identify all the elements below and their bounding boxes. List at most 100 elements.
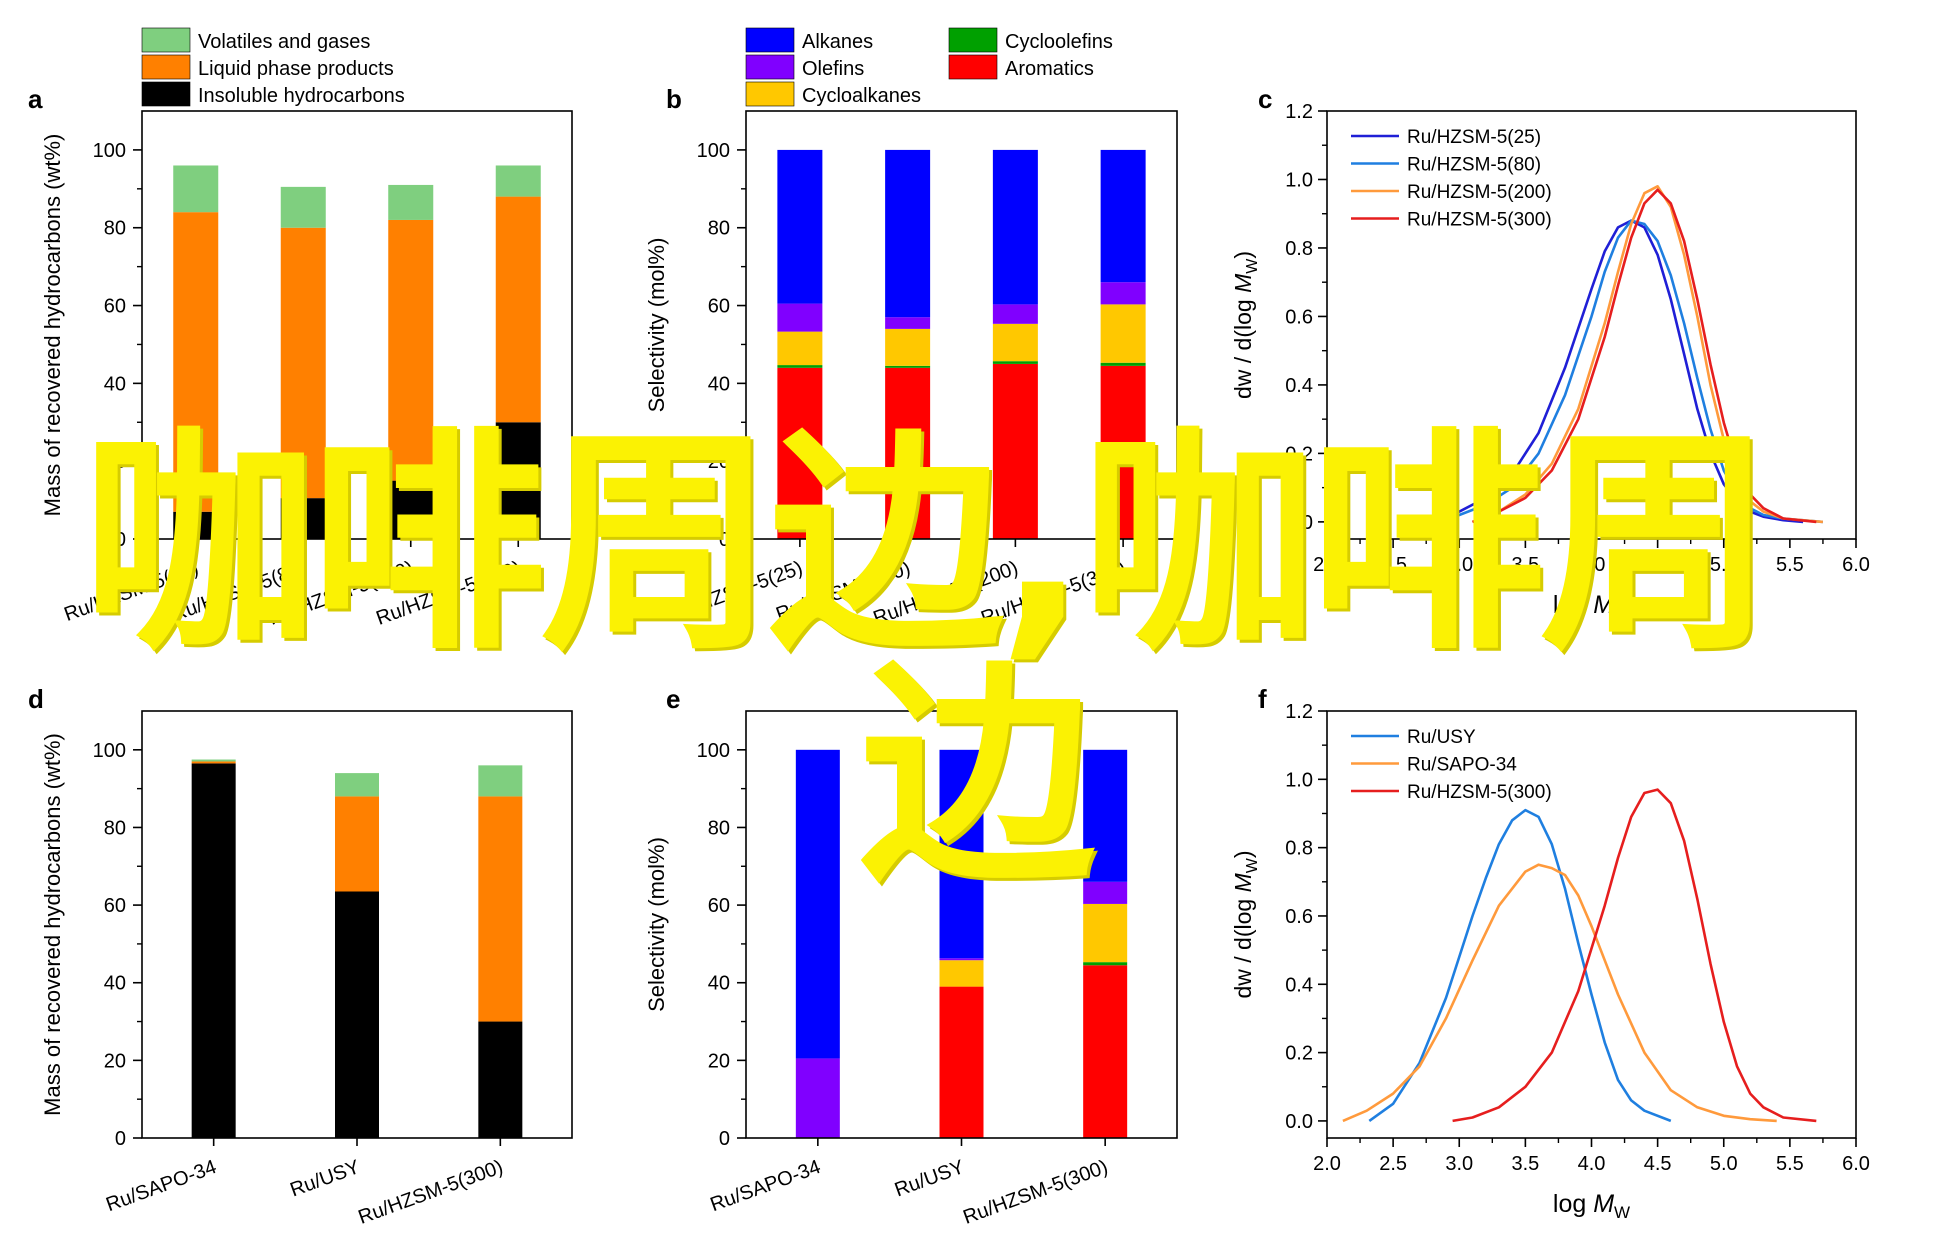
bar-d-insoluble-1 (335, 891, 379, 1138)
panel-b-plot-frame (745, 110, 1178, 540)
bar-d-liquid-2 (478, 796, 523, 1022)
legend-label: Ru/HZSM-5(25) (1407, 127, 1541, 148)
y-tick-label: 40 (104, 373, 126, 395)
bar-e-alkanes-1 (939, 749, 984, 959)
series-line-f-2 (1452, 788, 1817, 1123)
x-tick-label: 6.0 (1842, 1153, 1870, 1175)
bar-e-alkanes-0 (795, 749, 840, 1059)
y-tick-label: 0 (719, 1128, 730, 1150)
bar-d-volatiles-0 (191, 759, 236, 762)
bar-a-volatiles-1 (280, 186, 326, 228)
legend-swatch-b (745, 81, 795, 107)
x-tick-label: Ru/HZSM-5(300) (355, 1156, 506, 1229)
x-tick-label: 5.5 (1776, 1153, 1804, 1175)
legend-label: Ru/HZSM-5(200) (1407, 182, 1552, 203)
legend-label-a: Insoluble hydrocarbons (198, 85, 405, 107)
panel-letter-c: c (1258, 84, 1272, 114)
bar-e-cycloolefins-2 (1083, 962, 1128, 966)
legend-swatch-b (745, 54, 795, 80)
x-axis-label: log MW (1553, 1190, 1630, 1222)
y-tick-label: 0.6 (1285, 906, 1313, 928)
bar-b-cycloalkanes-1 (885, 328, 931, 366)
panel-e: 0 20 40 60 80 100 Selectivity (mol%) Ru/SAPO-34… (644, 740, 1128, 1229)
x-axis-label-sub: W (1614, 1203, 1630, 1222)
panel-letter-a: a (28, 84, 43, 114)
x-tick-label: 6.0 (1842, 554, 1870, 576)
bar-b-olefins-1 (885, 317, 931, 329)
bar-a-insoluble-3 (495, 422, 541, 539)
panel-letter-e: e (666, 684, 680, 714)
x-tick-label: 3.5 (1511, 554, 1539, 576)
y-axis-label: Selectivity (mol%) (644, 238, 669, 413)
y-tick-label: 0.4 (1285, 375, 1313, 397)
series-line-f-0 (1368, 808, 1672, 1123)
x-tick-label: Ru/SAPO-34 (707, 1156, 823, 1216)
legend-swatch-a (141, 27, 191, 53)
panel-letter-b: b (666, 84, 682, 114)
bar-e-aromatics-2 (1083, 965, 1128, 1138)
legend-label-b: Alkanes (802, 31, 873, 53)
y-tick-label: 80 (104, 817, 126, 839)
x-axis-label-base: log (1553, 591, 1593, 619)
panel-a: 0 20 40 60 80 100 Mass of recovered hydrocarbo… (40, 134, 541, 630)
x-tick-label: 3.0 (1445, 554, 1473, 576)
y-tick-label: 20 (104, 451, 126, 473)
panel-c-plot-frame (1326, 110, 1857, 540)
x-tick-label: 4.0 (1578, 1153, 1606, 1175)
x-tick-label: 2.5 (1379, 1153, 1407, 1175)
legend-label-b: Aromatics (1005, 58, 1094, 80)
y-tick-label: 60 (708, 895, 730, 917)
bar-a-insoluble-1 (280, 498, 326, 539)
x-tick-label: 2.0 (1313, 1153, 1341, 1175)
y-tick-label: 20 (708, 1050, 730, 1072)
bar-e-aromatics-1 (939, 986, 984, 1138)
y-tick-label: 0.0 (1285, 512, 1313, 534)
bar-b-aromatics-3 (1100, 365, 1146, 539)
x-tick-label: 2.5 (1379, 554, 1407, 576)
legend-label: Ru/HZSM-5(300) (1407, 782, 1552, 803)
y-tick-label: 20 (708, 451, 730, 473)
x-axis-label-sub: W (1614, 604, 1630, 623)
bar-b-olefins-0 (777, 303, 823, 332)
y-axis-label-post: ) (1230, 251, 1256, 259)
legend-label-b: Cycloalkanes (802, 85, 921, 107)
panel-a-plot-frame (141, 110, 573, 540)
bar-a-volatiles-3 (495, 165, 541, 197)
bar-b-cycloolefins-1 (885, 365, 931, 368)
bar-a-liquid-3 (495, 196, 541, 423)
bar-a-liquid-2 (388, 219, 434, 481)
series-line-c-1 (1438, 219, 1824, 524)
x-tick-label: 5.0 (1710, 554, 1738, 576)
legend-label-b: Olefins (802, 58, 864, 80)
bar-b-aromatics-1 (885, 367, 931, 539)
bar-d-volatiles-1 (335, 773, 379, 797)
bar-b-aromatics-0 (777, 367, 823, 539)
panel-letter-d: d (28, 684, 44, 714)
panel-d-plot-frame (141, 710, 573, 1139)
x-tick-label: Ru/USY (287, 1156, 362, 1201)
x-tick-label: 5.5 (1776, 554, 1804, 576)
bar-b-cycloalkanes-3 (1100, 304, 1146, 363)
y-axis-label: dw / d(log MW) (1230, 251, 1261, 399)
bar-e-olefins-2 (1083, 881, 1128, 904)
bar-e-olefins-1 (939, 958, 984, 961)
x-tick-label: 4.0 (1578, 554, 1606, 576)
y-tick-label: 80 (708, 817, 730, 839)
bar-d-volatiles-2 (478, 765, 523, 797)
y-tick-label: 0.8 (1285, 838, 1313, 860)
x-axis-label-italic: M (1593, 1190, 1614, 1218)
y-tick-label: 60 (104, 296, 126, 318)
bar-e-olefins-0 (795, 1058, 840, 1138)
legend-label: Ru/SAPO-34 (1407, 755, 1517, 776)
y-tick-label: 100 (697, 740, 730, 762)
bar-e-cycloalkanes-1 (939, 960, 984, 987)
y-tick-label: 1.2 (1285, 701, 1313, 723)
y-tick-label: 100 (93, 140, 126, 162)
bar-b-alkanes-2 (992, 149, 1038, 305)
panel-letter-f: f (1258, 684, 1267, 714)
y-axis-label-pre: dw / d(log (1230, 293, 1256, 399)
y-axis-label-post: ) (1230, 850, 1256, 858)
bar-e-alkanes-2 (1083, 749, 1128, 882)
